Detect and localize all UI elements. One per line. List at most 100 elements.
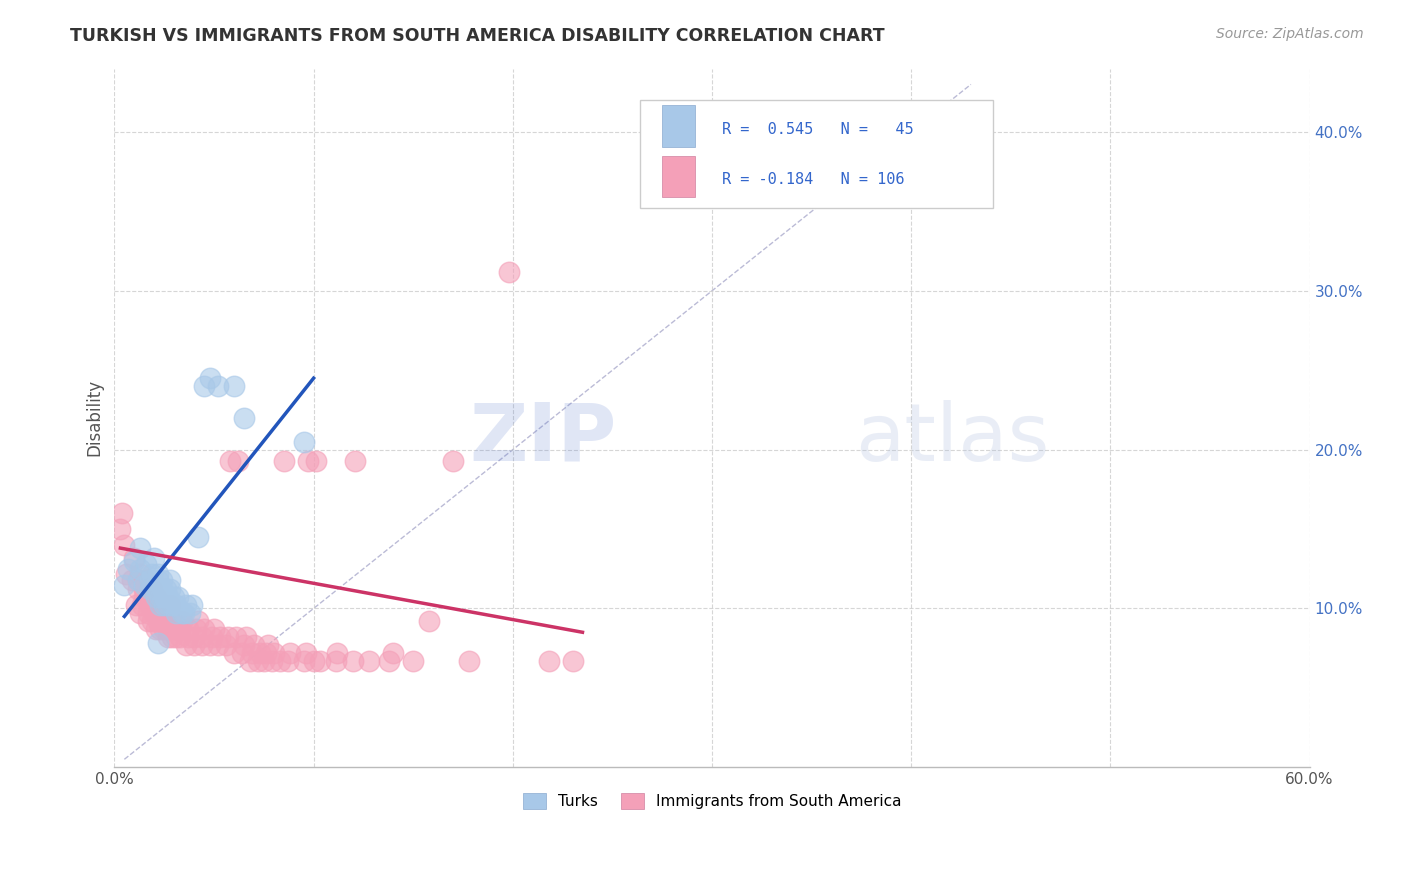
Point	[207, 379, 229, 393]
Point	[359, 654, 381, 668]
Point	[163, 622, 186, 636]
Point	[215, 638, 238, 652]
Point	[143, 606, 166, 620]
Point	[294, 646, 316, 660]
Point	[207, 638, 229, 652]
Text: Source: ZipAtlas.com: Source: ZipAtlas.com	[1216, 27, 1364, 41]
Point	[191, 638, 214, 652]
Point	[198, 371, 221, 385]
Text: R = -0.184   N = 106: R = -0.184 N = 106	[721, 171, 904, 186]
Point	[117, 562, 139, 576]
Point	[167, 614, 190, 628]
Point	[167, 591, 190, 605]
Point	[382, 646, 405, 660]
Point	[342, 654, 364, 668]
Point	[149, 591, 172, 605]
Point	[155, 606, 177, 620]
Point	[143, 599, 166, 613]
Point	[198, 638, 221, 652]
Point	[165, 622, 187, 636]
Point	[561, 654, 583, 668]
Point	[136, 606, 159, 620]
Point	[159, 614, 181, 628]
Point	[232, 638, 254, 652]
Point	[172, 614, 194, 628]
Point	[150, 606, 173, 620]
Point	[326, 646, 349, 660]
Point	[157, 622, 180, 636]
Point	[187, 530, 209, 544]
Point	[124, 554, 146, 568]
Point	[458, 654, 481, 668]
Point	[174, 599, 197, 613]
Point	[240, 646, 263, 660]
Point	[145, 591, 167, 605]
Point	[187, 614, 209, 628]
Point	[308, 654, 330, 668]
Point	[148, 606, 170, 620]
Point	[243, 638, 266, 652]
Point	[159, 599, 181, 613]
Point	[148, 614, 170, 628]
Point	[136, 614, 159, 628]
Point	[129, 566, 152, 581]
Point	[219, 454, 242, 468]
Bar	[640, 100, 993, 208]
Text: R =  0.545   N =   45: R = 0.545 N = 45	[721, 121, 912, 136]
Point	[231, 646, 253, 660]
Point	[111, 506, 134, 520]
Point	[278, 646, 301, 660]
Point	[269, 654, 291, 668]
Point	[273, 454, 295, 468]
Point	[260, 654, 283, 668]
Point	[134, 582, 156, 597]
Point	[129, 562, 152, 576]
Point	[246, 654, 269, 668]
Point	[402, 654, 425, 668]
Point	[222, 646, 245, 660]
Point	[201, 630, 224, 644]
Point	[149, 599, 172, 613]
Point	[153, 591, 176, 605]
Point	[125, 599, 148, 613]
Point	[165, 630, 187, 644]
Point	[153, 622, 176, 636]
Point	[145, 591, 167, 605]
Point	[256, 638, 278, 652]
Point	[249, 646, 271, 660]
Point	[292, 434, 315, 449]
Point	[418, 614, 440, 628]
Point	[157, 591, 180, 605]
Text: atlas: atlas	[855, 400, 1050, 478]
Point	[202, 622, 225, 636]
Point	[155, 614, 177, 628]
Point	[169, 630, 191, 644]
Point	[139, 591, 162, 605]
Point	[183, 630, 205, 644]
Point	[169, 622, 191, 636]
Point	[232, 410, 254, 425]
Point	[134, 591, 156, 605]
Point	[302, 654, 325, 668]
Point	[141, 566, 163, 581]
Point	[145, 622, 167, 636]
Point	[115, 566, 138, 581]
Point	[498, 265, 520, 279]
Legend: Turks, Immigrants from South America: Turks, Immigrants from South America	[516, 788, 907, 815]
Point	[160, 630, 183, 644]
Point	[163, 614, 186, 628]
Point	[172, 606, 194, 620]
Point	[121, 573, 143, 587]
Point	[150, 614, 173, 628]
Point	[177, 622, 200, 636]
Point	[254, 646, 277, 660]
Point	[148, 573, 170, 587]
Point	[160, 599, 183, 613]
Point	[157, 599, 180, 613]
Text: TURKISH VS IMMIGRANTS FROM SOUTH AMERICA DISABILITY CORRELATION CHART: TURKISH VS IMMIGRANTS FROM SOUTH AMERICA…	[70, 27, 884, 45]
Point	[179, 606, 201, 620]
Point	[124, 550, 146, 565]
Point	[226, 454, 249, 468]
Point	[112, 577, 135, 591]
Point	[263, 646, 285, 660]
